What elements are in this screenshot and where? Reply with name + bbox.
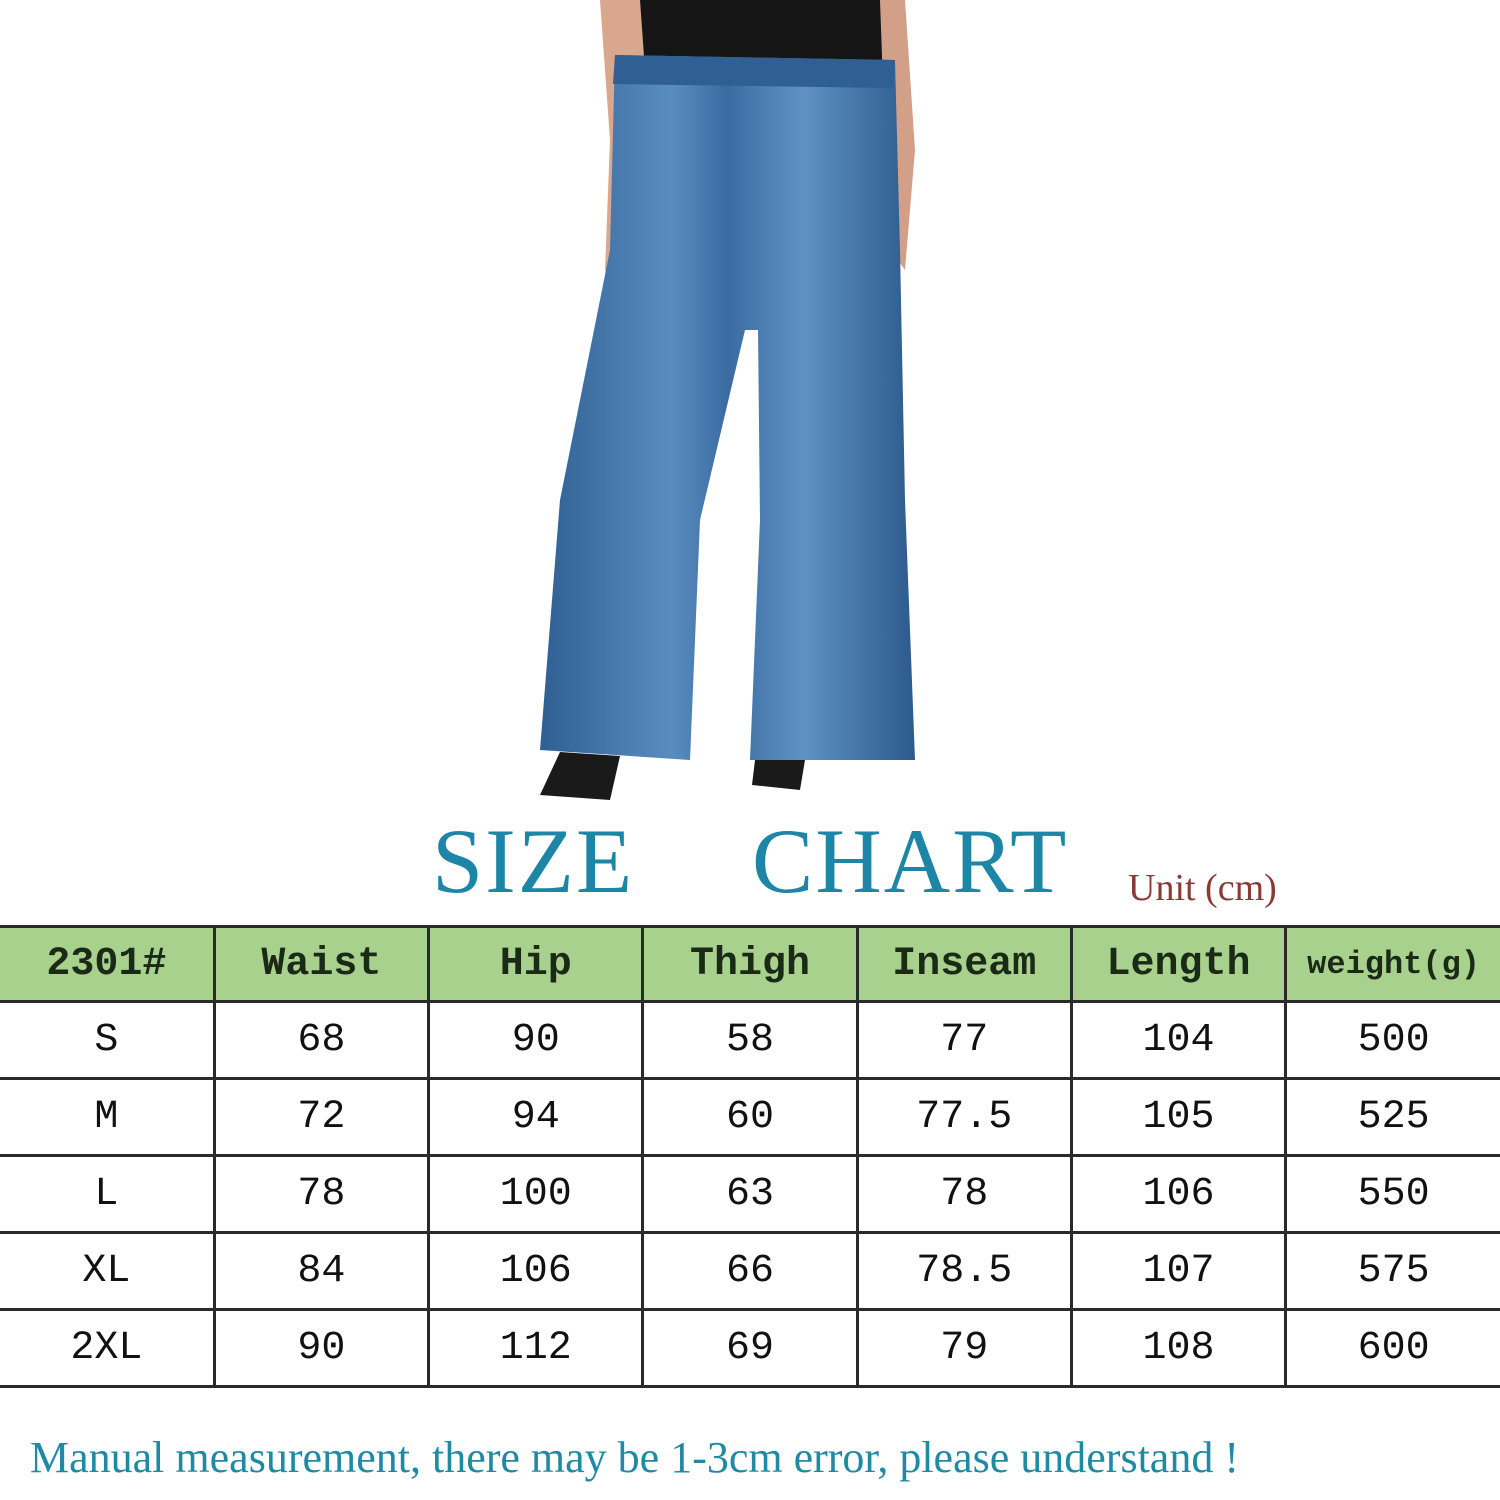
value-cell: 105 xyxy=(1069,1077,1288,1157)
size-cell: 2XL xyxy=(0,1308,216,1388)
value-cell: 78.5 xyxy=(855,1231,1073,1311)
size-chart-title: SIZE CHART xyxy=(0,808,1500,912)
value-cell: 500 xyxy=(1284,1000,1500,1080)
right-shoe xyxy=(752,760,805,790)
value-cell: 104 xyxy=(1069,1000,1288,1080)
table-header-row: 2301# Waist Hip Thigh Inseam Length weight(g) xyxy=(0,925,1500,1003)
size-cell: L xyxy=(0,1154,216,1234)
column-header: Length xyxy=(1069,925,1288,1003)
value-cell: 108 xyxy=(1069,1308,1288,1388)
value-cell: 68 xyxy=(212,1000,431,1080)
unit-label: Unit (cm) xyxy=(1128,867,1277,909)
column-header: Inseam xyxy=(855,925,1073,1003)
value-cell: 58 xyxy=(641,1000,859,1080)
size-cell: S xyxy=(0,1000,216,1080)
waistband xyxy=(613,55,895,88)
value-cell: 78 xyxy=(855,1154,1073,1234)
column-header: 2301# xyxy=(0,925,216,1003)
value-cell: 94 xyxy=(427,1077,645,1157)
value-cell: 72 xyxy=(212,1077,431,1157)
value-cell: 575 xyxy=(1284,1231,1500,1311)
value-cell: 79 xyxy=(855,1308,1073,1388)
value-cell: 84 xyxy=(212,1231,431,1311)
value-cell: 600 xyxy=(1284,1308,1500,1388)
jeans xyxy=(540,55,915,760)
black-top xyxy=(612,0,900,60)
value-cell: 112 xyxy=(427,1308,645,1388)
size-cell: M xyxy=(0,1077,216,1157)
size-table: 2301# Waist Hip Thigh Inseam Length weight(g) … xyxy=(0,925,1500,1388)
value-cell: 66 xyxy=(641,1231,859,1311)
value-cell: 78 xyxy=(212,1154,431,1234)
value-cell: 69 xyxy=(641,1308,859,1388)
column-header: Thigh xyxy=(641,925,859,1003)
value-cell: 77.5 xyxy=(855,1077,1073,1157)
value-cell: 106 xyxy=(1069,1154,1288,1234)
table-row: M 72 94 60 77.5 105 525 xyxy=(0,1077,1500,1157)
value-cell: 63 xyxy=(641,1154,859,1234)
value-cell: 90 xyxy=(427,1000,645,1080)
title-word-chart: CHART xyxy=(752,810,1069,912)
value-cell: 525 xyxy=(1284,1077,1500,1157)
value-cell: 107 xyxy=(1069,1231,1288,1311)
column-header: Hip xyxy=(427,925,645,1003)
table-row: S 68 90 58 77 104 500 xyxy=(0,1000,1500,1080)
value-cell: 90 xyxy=(212,1308,431,1388)
left-shoe xyxy=(540,752,620,800)
value-cell: 100 xyxy=(427,1154,645,1234)
size-cell: XL xyxy=(0,1231,216,1311)
table-row: XL 84 106 66 78.5 107 575 xyxy=(0,1231,1500,1311)
table-row: L 78 100 63 78 106 550 xyxy=(0,1154,1500,1234)
value-cell: 60 xyxy=(641,1077,859,1157)
measurement-note: Manual measurement, there may be 1-3cm e… xyxy=(30,1433,1239,1482)
value-cell: 77 xyxy=(855,1000,1073,1080)
column-header: weight(g) xyxy=(1284,925,1500,1003)
value-cell: 550 xyxy=(1284,1154,1500,1234)
value-cell: 106 xyxy=(427,1231,645,1311)
table-row: 2XL 90 112 69 79 108 600 xyxy=(0,1308,1500,1388)
product-photo-wide-leg-jeans xyxy=(540,0,915,800)
column-header: Waist xyxy=(212,925,431,1003)
title-word-size: SIZE xyxy=(432,810,635,912)
